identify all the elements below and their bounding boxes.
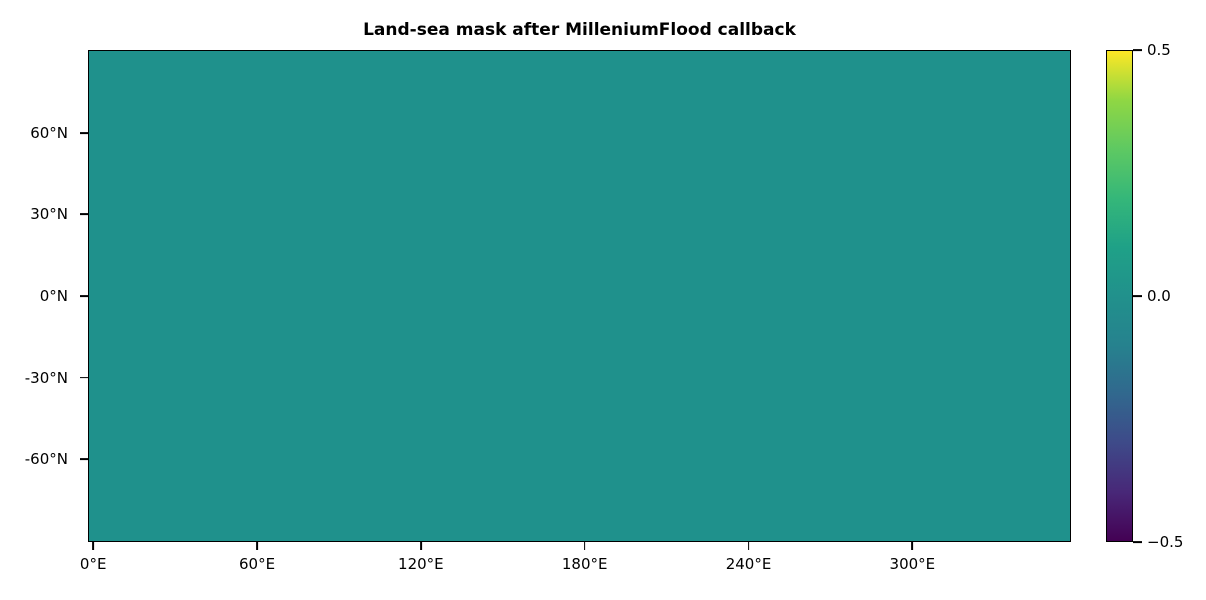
x-tick-label: 0°E: [79, 555, 107, 573]
y-tick: [80, 131, 88, 134]
x-tick-label: 180°E: [561, 555, 608, 573]
x-tick-label: 60°E: [238, 555, 276, 573]
y-tick: [80, 213, 88, 216]
colorbar-tick: [1133, 541, 1142, 543]
y-tick-label: 30°N: [30, 205, 68, 224]
x-tick: [419, 542, 422, 550]
colorbar-tick-label: 0.0: [1147, 287, 1171, 305]
y-tick: [80, 376, 88, 379]
y-tick-label: 0°N: [39, 287, 68, 305]
y-tick: [80, 458, 88, 461]
x-tick: [583, 542, 586, 550]
y-tick-label: -30°N: [24, 368, 68, 387]
colorbar-tick-label: −0.5: [1147, 533, 1184, 551]
x-tick-label: 120°E: [398, 555, 444, 573]
x-tick: [92, 542, 95, 550]
y-tick-label: 60°N: [30, 123, 68, 142]
chart-title: Land-sea mask after MilleniumFlood callb…: [363, 20, 796, 40]
colorbar-tick-label: 0.5: [1147, 41, 1171, 59]
x-tick-label: 240°E: [725, 555, 772, 573]
x-tick: [747, 542, 750, 550]
colorbar-tick: [1133, 49, 1142, 51]
x-tick-label: 300°E: [889, 555, 936, 573]
colorbar-tick: [1133, 295, 1142, 297]
x-tick: [911, 542, 914, 550]
x-tick: [256, 542, 258, 550]
y-tick-label: -60°N: [24, 450, 68, 469]
plot-area: [88, 50, 1071, 542]
y-tick: [80, 295, 88, 297]
colorbar: [1106, 50, 1133, 542]
